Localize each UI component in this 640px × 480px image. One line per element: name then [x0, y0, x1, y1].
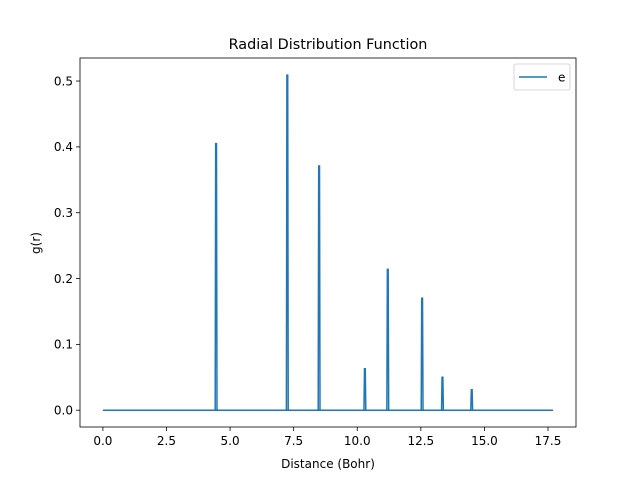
- x-axis-label: Distance (Bohr): [281, 457, 375, 471]
- y-tick-label: 0.5: [54, 74, 73, 88]
- peak-3: [363, 367, 367, 411]
- y-tick-label: 0.3: [54, 206, 73, 220]
- series-0: [102, 74, 554, 411]
- peak-5: [420, 297, 424, 411]
- y-tick-label: 0.1: [54, 338, 73, 352]
- peak-6: [440, 376, 445, 411]
- axes-frame: [79, 57, 577, 428]
- axes: 0.0 2.5 5.0 7.5 10.0 12.5 15.0 17.5 0.0 0.1 0.2 0.3…: [54, 57, 577, 448]
- x-tick-label: 5.0: [221, 434, 240, 448]
- peak-2: [317, 165, 321, 411]
- legend: e: [513, 63, 571, 91]
- y-tick-label: 0.0: [54, 404, 73, 418]
- legend-label: e: [558, 70, 565, 84]
- y-axis-label: g(r): [29, 232, 43, 254]
- x-tick-label: 15.0: [471, 434, 498, 448]
- x-tick-label: 12.5: [407, 434, 434, 448]
- x-tick-label: 0.0: [93, 434, 112, 448]
- peak-1: [285, 74, 289, 411]
- chart-title: Radial Distribution Function: [229, 37, 428, 53]
- x-tick-label: 17.5: [535, 434, 562, 448]
- peak-0: [214, 142, 218, 411]
- peak-4: [386, 268, 390, 411]
- plot-area: [102, 74, 554, 411]
- y-tick-label: 0.4: [54, 140, 73, 154]
- y-tick-label: 0.2: [54, 272, 73, 286]
- x-tick-label: 2.5: [157, 434, 176, 448]
- peak-7: [470, 389, 474, 411]
- x-tick-label: 7.5: [284, 434, 303, 448]
- x-tick-label: 10.0: [344, 434, 371, 448]
